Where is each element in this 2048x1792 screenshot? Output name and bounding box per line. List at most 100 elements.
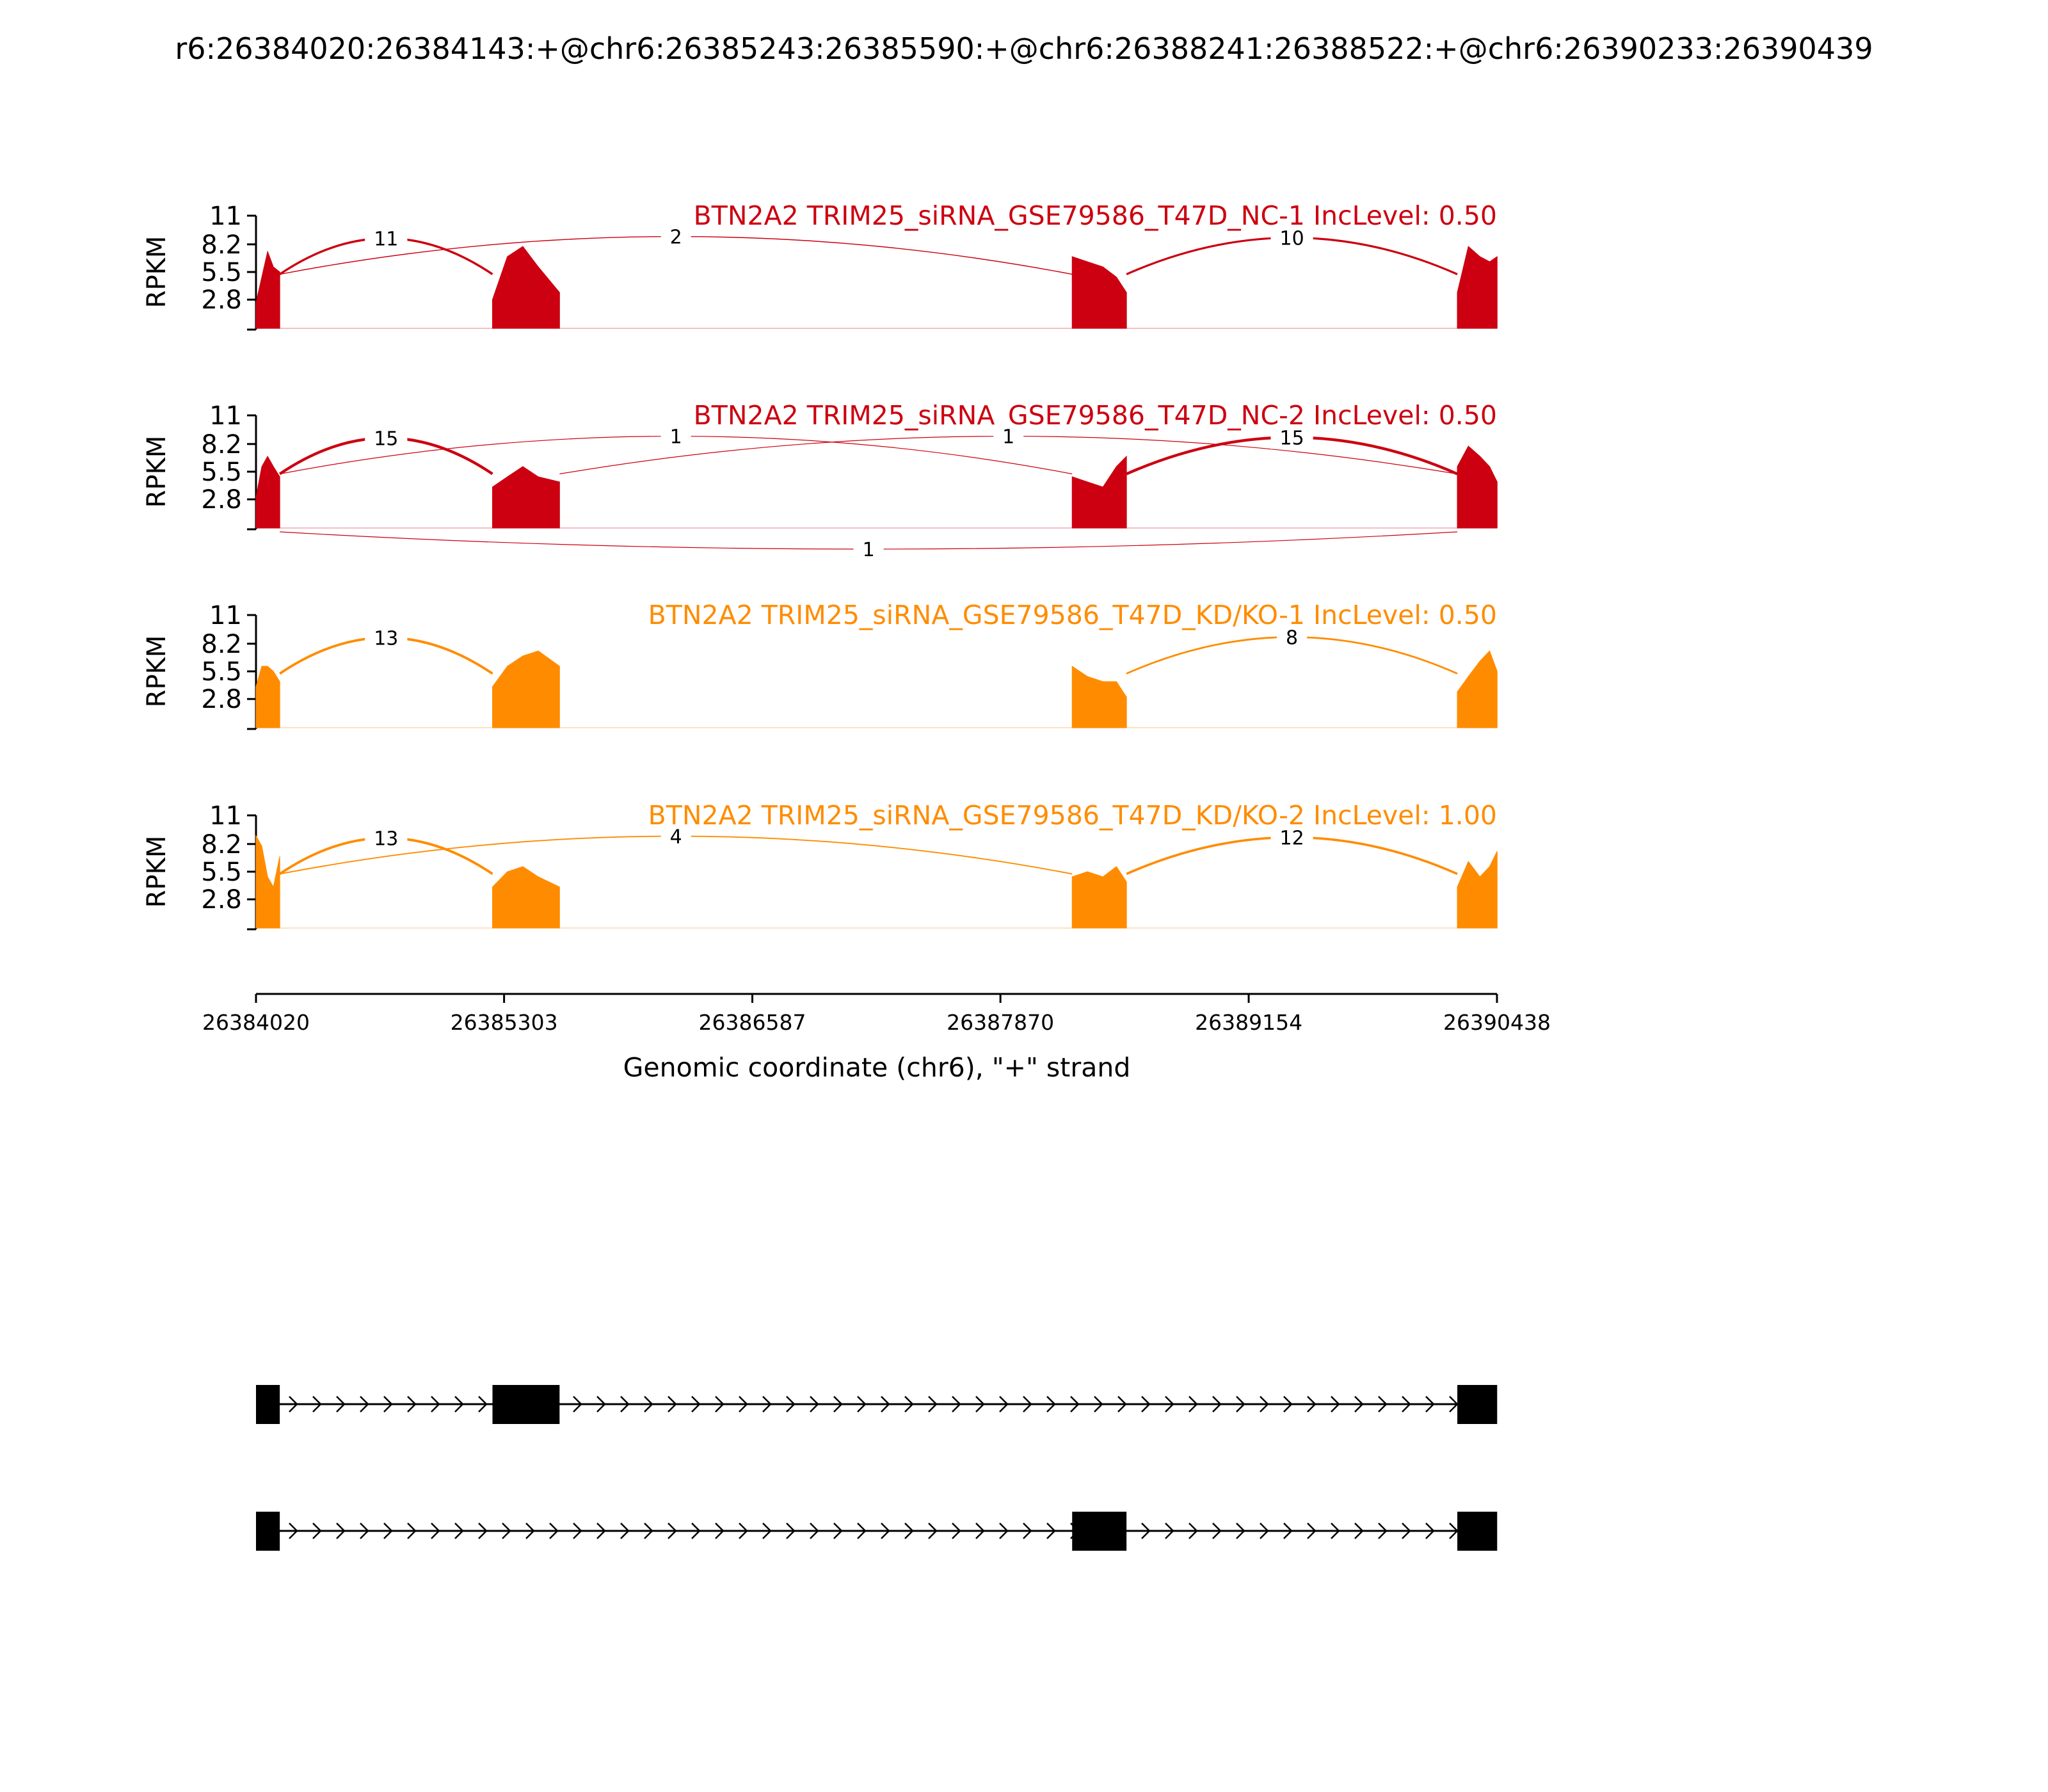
x-axis-label: Genomic coordinate (chr6), "+" strand [623,1052,1131,1083]
strand-chevron [383,1523,393,1539]
strand-chevron [502,1523,511,1539]
strand-chevron [1425,1396,1435,1412]
strand-chevron [289,1396,298,1412]
strand-chevron [454,1396,464,1412]
x-tick-label: 26384020 [202,1010,310,1035]
strand-chevron [1188,1523,1198,1539]
chart-title: r6:26384020:26384143:+@chr6:26385243:263… [175,31,1873,66]
junction-label-bg [1270,826,1313,849]
strand-chevron [431,1523,440,1539]
strand-chevron [1046,1523,1056,1539]
strand-chevron [881,1396,890,1412]
strand-chevron [786,1523,796,1539]
panel-label: BTN2A2 TRIM25_siRNA_GSE79586_T47D_KD/KO-… [648,800,1497,831]
junction-label: 8 [1286,627,1298,649]
strand-chevron [904,1523,914,1539]
y-axis-label: RPKM [142,436,172,508]
strand-chevron [857,1396,867,1412]
exon-box [1072,1512,1127,1551]
junction-label-bg [660,824,691,848]
panel-label: BTN2A2 TRIM25_siRNA_GSE79586_T47D_KD/KO-… [648,600,1497,630]
strand-chevron [1212,1396,1222,1412]
junction-label: 4 [670,826,682,849]
exon-box [492,1385,560,1424]
strand-chevron [999,1396,1009,1412]
strand-chevron [644,1396,653,1412]
strand-chevron [691,1523,701,1539]
strand-chevron [810,1396,819,1412]
strand-chevron [407,1523,417,1539]
coverage-area [1457,851,1498,929]
exon-box [1457,1385,1498,1424]
coverage-area [1071,455,1127,529]
strand-chevron [1449,1396,1459,1412]
strand-chevron [928,1523,938,1539]
strand-chevron [928,1396,938,1412]
strand-chevron [1141,1396,1151,1412]
coverage-area [492,246,560,329]
junction-label-bg [365,626,408,650]
y-axis-label: RPKM [142,636,172,708]
strand-chevron [715,1396,724,1412]
strand-chevron [1354,1523,1364,1539]
strand-chevron [1141,1523,1151,1539]
y-axis-label: RPKM [142,236,172,308]
y-tick-label: 11 [209,202,242,231]
strand-chevron [644,1523,653,1539]
strand-chevron [1354,1396,1364,1412]
y-tick-label: 5.5 [201,657,242,687]
strand-chevron [1331,1396,1340,1412]
exon-box [1457,1512,1498,1551]
strand-chevron [691,1396,701,1412]
strand-chevron [549,1523,559,1539]
strand-chevron [1165,1523,1174,1539]
junction-label: 13 [374,627,398,650]
panel-label: BTN2A2 TRIM25_siRNA_GSE79586_T47D_NC-1 I… [694,200,1497,231]
junction-label: 1 [1002,426,1014,449]
strand-chevron [383,1396,393,1412]
strand-chevron [289,1523,298,1539]
exon-box [256,1385,280,1424]
strand-chevron [715,1523,724,1539]
strand-chevron [596,1523,606,1539]
strand-chevron [762,1523,772,1539]
junction-label: 1 [670,426,682,449]
strand-chevron [904,1396,914,1412]
junction-label-bg [365,426,408,450]
strand-chevron [739,1523,748,1539]
strand-chevron [407,1396,417,1412]
coverage-area [255,835,280,929]
strand-chevron [999,1523,1009,1539]
strand-chevron [1117,1396,1127,1412]
strand-chevron [668,1396,677,1412]
coverage-area [492,466,560,529]
x-tick-label: 26387870 [947,1010,1054,1035]
strand-chevron [336,1396,346,1412]
strand-chevron [739,1396,748,1412]
junction-label-bg [1270,226,1313,250]
strand-chevron [1260,1396,1269,1412]
junction-label: 2 [670,227,682,249]
strand-chevron [1188,1396,1198,1412]
strand-chevron [1307,1396,1316,1412]
strand-chevron [454,1523,464,1539]
strand-chevron [1046,1396,1056,1412]
y-tick-label: 11 [209,601,242,630]
strand-chevron [573,1396,582,1412]
coverage-area [1071,666,1127,728]
strand-chevron [573,1523,582,1539]
strand-chevron [1378,1396,1388,1412]
strand-chevron [952,1523,961,1539]
y-tick-label: 8.2 [201,430,242,460]
strand-chevron [1260,1523,1269,1539]
junction-label-bg [1277,625,1308,649]
coverage-area [255,250,280,329]
junction-label: 11 [374,228,398,250]
junction-label-bg [660,424,691,448]
junction-label-bg [1270,426,1313,449]
strand-chevron [1165,1396,1174,1412]
strand-chevron [1307,1523,1316,1539]
x-tick-label: 26390438 [1443,1010,1551,1035]
